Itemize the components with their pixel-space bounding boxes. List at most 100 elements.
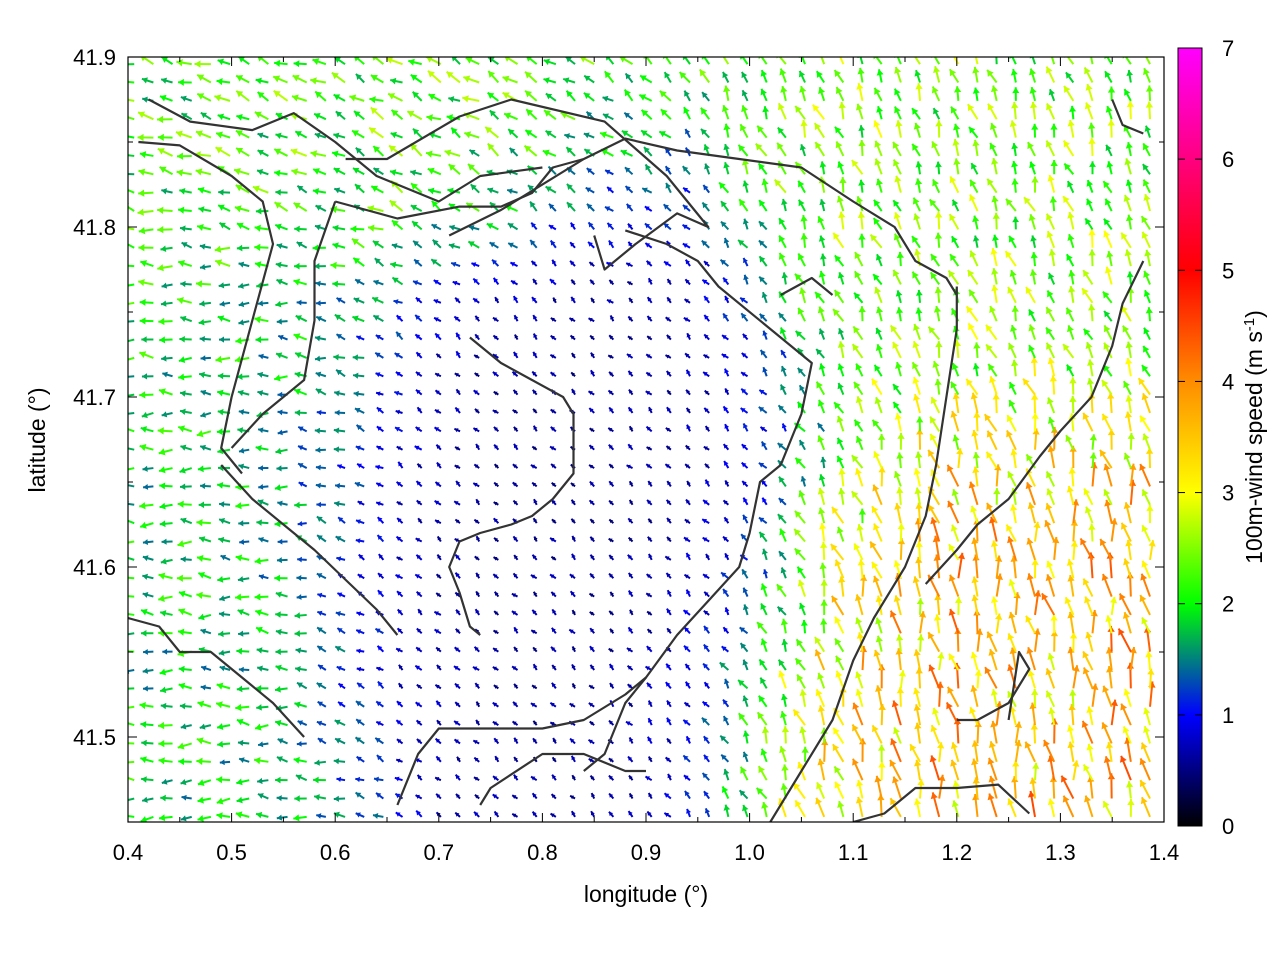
- wind-arrow: [894, 502, 902, 524]
- wind-arrow: [741, 480, 749, 488]
- wind-arrow: [667, 773, 672, 781]
- wind-arrow: [988, 740, 998, 763]
- wind-arrow: [139, 521, 154, 529]
- wind-arrow: [1099, 538, 1113, 561]
- wind-arrow: [971, 740, 979, 762]
- wind-arrow: [216, 682, 231, 690]
- wind-arrow: [474, 608, 481, 616]
- wind-arrow: [723, 516, 730, 524]
- wind-arrow: [569, 737, 576, 745]
- wind-arrow: [855, 617, 864, 634]
- wind-arrow: [1123, 380, 1132, 396]
- wind-arrow: [814, 636, 826, 653]
- wind-arrow: [871, 561, 883, 579]
- wind-arrow: [1082, 578, 1094, 598]
- wind-arrow: [871, 419, 883, 432]
- wind-arrow: [587, 738, 595, 745]
- wind-arrow: [377, 680, 385, 689]
- wind-arrow: [1029, 702, 1037, 726]
- wind-arrow: [589, 611, 595, 616]
- wind-arrow: [128, 595, 135, 598]
- wind-arrow: [1105, 615, 1113, 634]
- wind-arrow: [258, 465, 269, 472]
- wind-arrow: [704, 425, 711, 432]
- wind-arrow: [473, 756, 480, 763]
- wind-arrow: [854, 594, 864, 616]
- wind-arrow: [685, 444, 691, 451]
- wind-arrow: [1045, 502, 1056, 524]
- wind-arrow: [1082, 412, 1094, 432]
- wind-arrow: [589, 572, 595, 579]
- wind-arrow: [179, 335, 192, 343]
- wind-arrow: [530, 574, 538, 580]
- wind-arrow: [851, 724, 864, 744]
- wind-arrow: [607, 389, 615, 396]
- wind-arrow: [143, 648, 154, 655]
- wind-arrow: [415, 480, 423, 488]
- wind-arrow: [333, 446, 346, 453]
- wind-arrow: [455, 350, 461, 359]
- wind-arrow: [177, 742, 193, 750]
- wind-arrow: [128, 540, 135, 544]
- wind-arrow: [395, 758, 403, 763]
- wind-arrow: [199, 444, 212, 451]
- wind-arrow: [394, 776, 403, 782]
- wind-arrow: [971, 429, 979, 450]
- wind-arrow: [315, 447, 326, 453]
- wind-arrow: [928, 664, 941, 689]
- wind-arrow: [835, 670, 845, 689]
- wind-arrow: [911, 361, 921, 377]
- wind-arrow: [647, 480, 653, 487]
- wind-arrow: [394, 426, 404, 433]
- wind-arrow: [871, 378, 883, 396]
- wind-arrow: [435, 646, 442, 653]
- wind-arrow: [1089, 452, 1097, 469]
- wind-arrow: [665, 572, 672, 579]
- wind-arrow: [142, 484, 154, 490]
- wind-arrow: [723, 460, 730, 469]
- wind-arrow: [895, 361, 903, 377]
- wind-arrow: [356, 682, 365, 690]
- wind-arrow: [835, 655, 845, 671]
- wind-arrow: [703, 353, 710, 359]
- wind-arrow: [666, 480, 672, 487]
- wind-arrow: [434, 519, 442, 525]
- wind-arrow: [200, 628, 212, 635]
- wind-arrow: [316, 682, 327, 690]
- wind-arrow: [722, 698, 730, 708]
- wind-arrow: [397, 682, 404, 689]
- wind-arrow: [1033, 628, 1041, 652]
- wind-arrow: [217, 740, 231, 748]
- wind-arrow: [644, 775, 653, 782]
- wind-arrow: [936, 742, 945, 762]
- wind-arrow: [703, 643, 710, 653]
- wind-arrow: [1139, 594, 1151, 616]
- wind-arrow: [334, 645, 346, 653]
- wind-arrow: [178, 590, 193, 598]
- wind-arrow: [874, 775, 883, 799]
- wind-arrow: [276, 465, 288, 472]
- wind-arrow: [972, 363, 980, 377]
- wind-arrow: [199, 723, 212, 730]
- wind-arrow: [720, 753, 730, 763]
- wind-arrow: [762, 569, 769, 579]
- wind-arrow: [851, 343, 864, 359]
- wind-arrow: [1141, 392, 1151, 414]
- wind-arrow: [549, 701, 557, 708]
- wind-arrow: [218, 518, 231, 525]
- wind-arrow: [570, 499, 576, 506]
- wind-arrow: [454, 646, 461, 653]
- wind-arrow: [703, 790, 711, 800]
- wind-arrow: [723, 768, 730, 781]
- colorbar-label-main: 100m-wind speed (m s: [1241, 331, 1267, 564]
- wind-arrow: [793, 528, 806, 543]
- wind-arrow: [837, 341, 846, 359]
- wind-arrow: [196, 591, 212, 599]
- wind-arrow: [550, 408, 557, 414]
- wind-arrow: [742, 804, 749, 818]
- wind-arrow: [255, 626, 269, 635]
- wind-arrow: [569, 590, 576, 598]
- wind-arrow: [627, 701, 634, 708]
- wind-arrow: [760, 440, 768, 451]
- wind-arrow: [513, 774, 519, 781]
